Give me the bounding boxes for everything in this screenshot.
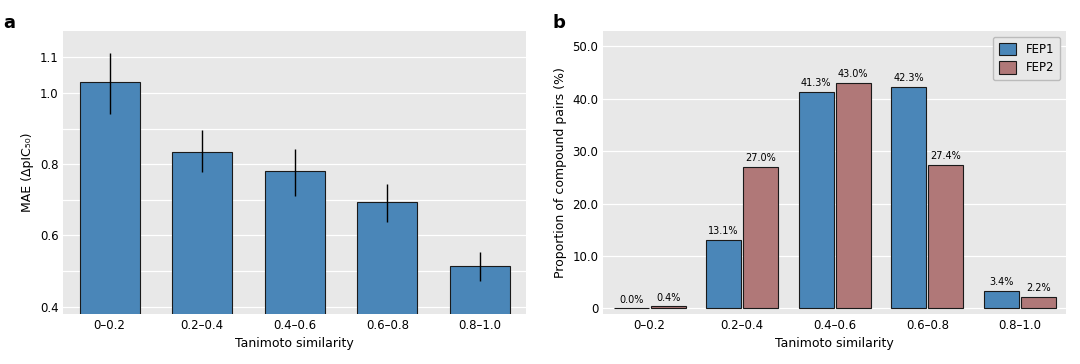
Bar xyxy=(357,202,417,364)
Text: 41.3%: 41.3% xyxy=(801,78,832,88)
Bar xyxy=(743,167,779,308)
Text: b: b xyxy=(553,14,565,32)
Y-axis label: Proportion of compound pairs (%): Proportion of compound pairs (%) xyxy=(554,67,567,278)
Text: 42.3%: 42.3% xyxy=(893,73,924,83)
X-axis label: Tanimoto similarity: Tanimoto similarity xyxy=(235,337,354,350)
Bar xyxy=(984,290,1018,308)
Text: 2.2%: 2.2% xyxy=(1026,283,1051,293)
Text: 27.4%: 27.4% xyxy=(930,151,961,161)
Bar xyxy=(650,306,686,308)
Bar xyxy=(798,92,834,308)
Text: a: a xyxy=(3,14,15,32)
Bar xyxy=(172,152,232,364)
Text: 43.0%: 43.0% xyxy=(838,70,868,79)
Legend: FEP1, FEP2: FEP1, FEP2 xyxy=(993,37,1061,80)
Bar xyxy=(891,87,927,308)
Bar xyxy=(80,82,139,364)
Text: 27.0%: 27.0% xyxy=(745,153,777,163)
Bar xyxy=(265,171,325,364)
Bar xyxy=(928,165,963,308)
Text: 0.4%: 0.4% xyxy=(656,293,680,303)
Bar xyxy=(449,266,510,364)
Text: 13.1%: 13.1% xyxy=(708,226,739,236)
Bar xyxy=(706,240,741,308)
Bar xyxy=(1021,297,1056,308)
Bar xyxy=(836,83,870,308)
Y-axis label: MAE (ΔpIC₅₀): MAE (ΔpIC₅₀) xyxy=(22,132,35,212)
Text: 3.4%: 3.4% xyxy=(989,277,1013,287)
X-axis label: Tanimoto similarity: Tanimoto similarity xyxy=(775,337,894,350)
Text: 0.0%: 0.0% xyxy=(619,295,644,305)
